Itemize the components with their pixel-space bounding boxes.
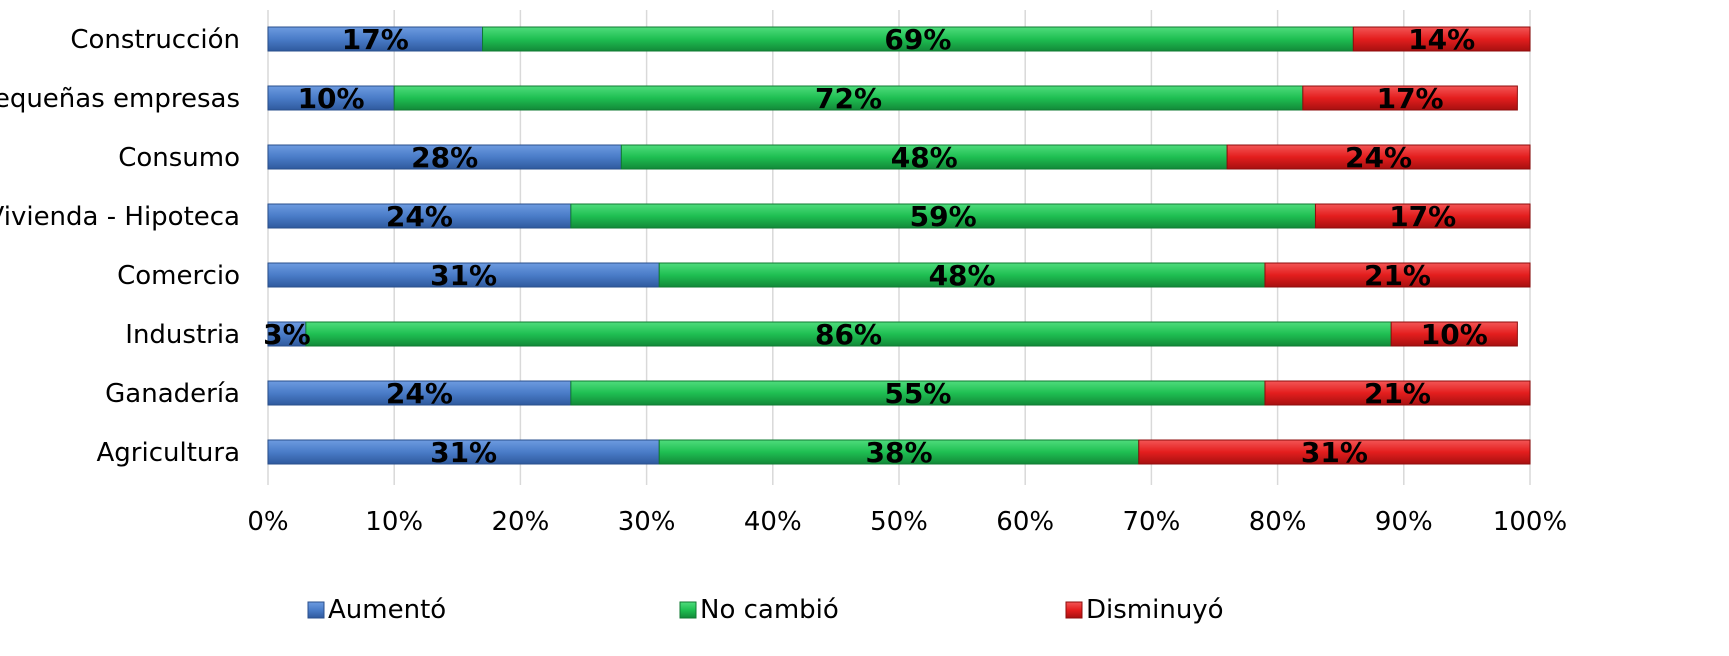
bar-no-cambió <box>658 439 1140 465</box>
bars <box>267 26 1531 465</box>
data-label: 17% <box>342 23 409 56</box>
data-label: 28% <box>411 141 478 174</box>
data-label: 21% <box>1364 377 1431 410</box>
data-label: 55% <box>884 377 951 410</box>
gridlines <box>267 10 1531 485</box>
data-label: 24% <box>386 200 453 233</box>
category-labels: Construcción Pequeñas empresas Consumo Vivi… <box>0 25 240 468</box>
data-label: 59% <box>910 200 977 233</box>
category-label: Comercio <box>117 261 240 291</box>
bar-disminuyó <box>1352 26 1531 52</box>
data-label: 10% <box>298 82 365 115</box>
data-label: 17% <box>1389 200 1456 233</box>
bar-aumentó <box>267 380 572 406</box>
category-label: Vivienda - Hipoteca <box>0 202 240 232</box>
bar-disminuyó <box>1226 144 1531 170</box>
data-labels: 17% 69% 14% 10% 72% 17% 28% 48% 24% 24% 59% 17% 31% 4… <box>263 23 1488 469</box>
x-tick-labels: 0% 10% 20% 30% 40% 50% 60% 70% 80% 90% 100% <box>247 507 1567 537</box>
x-tick-label: 50% <box>870 507 928 537</box>
bar-disminuyó <box>1264 380 1531 406</box>
data-label: 24% <box>1345 141 1412 174</box>
data-label: 31% <box>1301 436 1368 469</box>
category-label: Pequeñas empresas <box>0 84 240 114</box>
bar-disminuyó <box>1302 85 1518 111</box>
data-label: 31% <box>430 259 497 292</box>
x-tick-label: 10% <box>365 507 423 537</box>
data-label: 86% <box>815 318 882 351</box>
x-tick-label: 90% <box>1375 507 1433 537</box>
bar-aumentó <box>267 85 395 111</box>
legend-swatch <box>679 601 697 619</box>
x-tick-label: 100% <box>1493 507 1567 537</box>
category-label: Construcción <box>70 25 240 55</box>
data-label: 17% <box>1377 82 1444 115</box>
bar-no-cambió <box>305 321 1392 347</box>
legend-label: Disminuyó <box>1086 595 1224 625</box>
x-tick-label: 0% <box>247 507 288 537</box>
data-label: 21% <box>1364 259 1431 292</box>
data-label: 24% <box>386 377 453 410</box>
legend-swatch <box>307 601 325 619</box>
bar-no-cambió <box>570 380 1266 406</box>
bar-disminuyó <box>1390 321 1518 347</box>
bar-aumentó <box>267 144 622 170</box>
data-label: 72% <box>815 82 882 115</box>
bar-aumentó <box>267 439 660 465</box>
bar-aumentó <box>267 26 484 52</box>
data-label: 10% <box>1421 318 1488 351</box>
data-label: 48% <box>929 259 996 292</box>
data-label: 3% <box>263 318 311 351</box>
category-label: Industria <box>125 320 240 350</box>
legend-label: Aumentó <box>328 595 446 625</box>
bar-no-cambió <box>393 85 1304 111</box>
x-tick-label: 30% <box>618 507 676 537</box>
data-label: 14% <box>1408 23 1475 56</box>
data-label: 48% <box>891 141 958 174</box>
legend-label: No cambió <box>700 595 839 625</box>
bar-disminuyó <box>1138 439 1531 465</box>
bar-aumentó <box>267 203 572 229</box>
category-label: Consumo <box>118 143 240 173</box>
x-tick-label: 20% <box>492 507 550 537</box>
data-label: 38% <box>865 436 932 469</box>
bar-aumentó <box>267 262 660 288</box>
x-tick-label: 40% <box>744 507 802 537</box>
bar-disminuyó <box>1264 262 1531 288</box>
bar-disminuyó <box>1314 203 1531 229</box>
data-label: 31% <box>430 436 497 469</box>
bar-no-cambió <box>658 262 1266 288</box>
legend-swatch <box>1065 601 1083 619</box>
x-tick-label: 70% <box>1123 507 1181 537</box>
bar-aumentó <box>267 321 307 347</box>
x-tick-label: 60% <box>996 507 1054 537</box>
bar-no-cambió <box>482 26 1354 52</box>
data-label: 69% <box>884 23 951 56</box>
bar-no-cambió <box>570 203 1316 229</box>
x-tick-label: 80% <box>1249 507 1307 537</box>
legend: Aumentó No cambió Disminuyó <box>307 595 1224 625</box>
category-label: Ganadería <box>105 379 240 409</box>
category-label: Agricultura <box>97 438 241 468</box>
